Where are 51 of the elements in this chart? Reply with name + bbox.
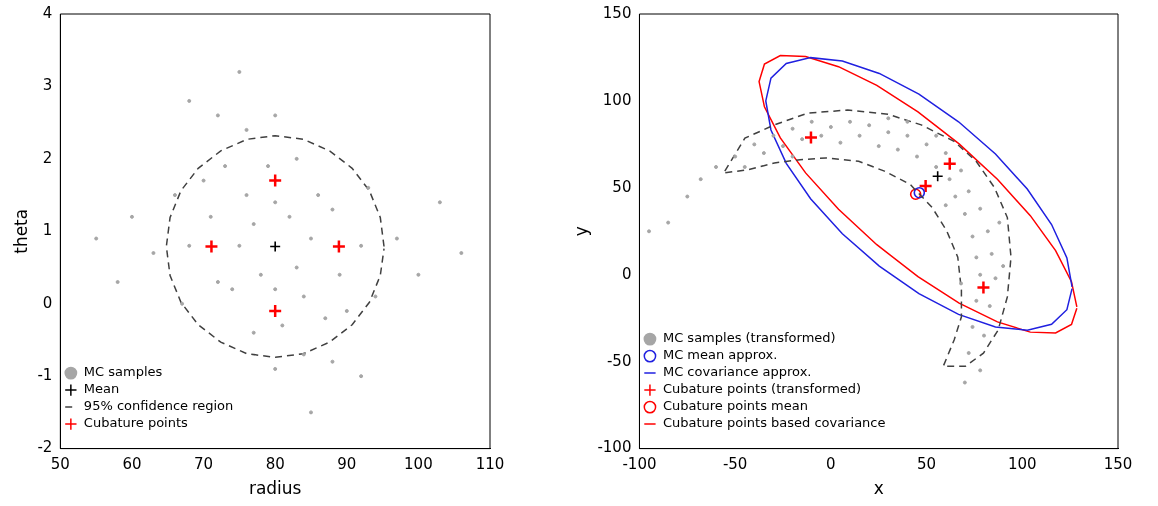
x-tick-label: 50 bbox=[917, 455, 937, 474]
x-tick-label: 80 bbox=[265, 455, 285, 474]
line-series bbox=[165, 134, 385, 359]
y-tick-label: -50 bbox=[606, 351, 632, 370]
x-tick-label: -50 bbox=[722, 455, 748, 474]
legend-label: 95% confidence region bbox=[83, 398, 234, 414]
legend-label: MC covariance approx. bbox=[662, 364, 812, 380]
point bbox=[267, 173, 283, 188]
point bbox=[909, 188, 922, 201]
point bbox=[331, 239, 347, 254]
point bbox=[976, 280, 991, 295]
x-tick-label: 110 bbox=[475, 455, 505, 474]
x-tick-label: 90 bbox=[337, 455, 357, 474]
y-axis-title: theta bbox=[10, 208, 31, 254]
point bbox=[931, 170, 944, 182]
point bbox=[269, 240, 281, 253]
point bbox=[918, 178, 933, 194]
legend-label: Cubature points (transformed) bbox=[662, 381, 862, 397]
x-tick-label: 60 bbox=[122, 455, 142, 474]
legend-label: Cubature points bbox=[83, 415, 189, 431]
y-axis-title: y bbox=[570, 226, 591, 237]
y-tick-label: 1 bbox=[42, 221, 53, 240]
legend-label: Cubature points mean bbox=[662, 398, 808, 414]
x-tick-label: 150 bbox=[1103, 455, 1133, 474]
y-tick-label: 3 bbox=[42, 76, 53, 95]
legend-label: MC samples bbox=[83, 364, 163, 380]
y-tick-label: 150 bbox=[602, 3, 632, 22]
point bbox=[803, 130, 819, 145]
x-tick-label: 100 bbox=[1007, 455, 1037, 474]
legend-label: Mean bbox=[83, 381, 120, 397]
x-tick-label: 100 bbox=[404, 455, 433, 474]
x-tick-label: 0 bbox=[826, 455, 836, 474]
y-tick-label: 4 bbox=[42, 3, 53, 22]
point bbox=[267, 303, 283, 319]
y-tick-label: -1 bbox=[37, 366, 53, 385]
x-tick-label: 70 bbox=[194, 455, 214, 474]
x-axis-title: x bbox=[873, 478, 884, 499]
x-axis-title: radius bbox=[248, 478, 302, 499]
legend-label: MC samples (transformed) bbox=[662, 330, 836, 346]
y-tick-label: -100 bbox=[597, 438, 632, 457]
y-tick-label: -2 bbox=[37, 438, 53, 457]
y-tick-label: 0 bbox=[621, 264, 632, 283]
legend-label: MC mean approx. bbox=[662, 347, 778, 363]
legend-label: Cubature points based covariance bbox=[662, 415, 886, 431]
point bbox=[204, 239, 219, 254]
y-tick-label: 100 bbox=[602, 90, 632, 109]
y-tick-label: 50 bbox=[612, 177, 632, 196]
y-tick-label: 0 bbox=[42, 293, 53, 312]
y-tick-label: 2 bbox=[42, 148, 53, 167]
point bbox=[913, 186, 926, 199]
point bbox=[942, 156, 957, 172]
